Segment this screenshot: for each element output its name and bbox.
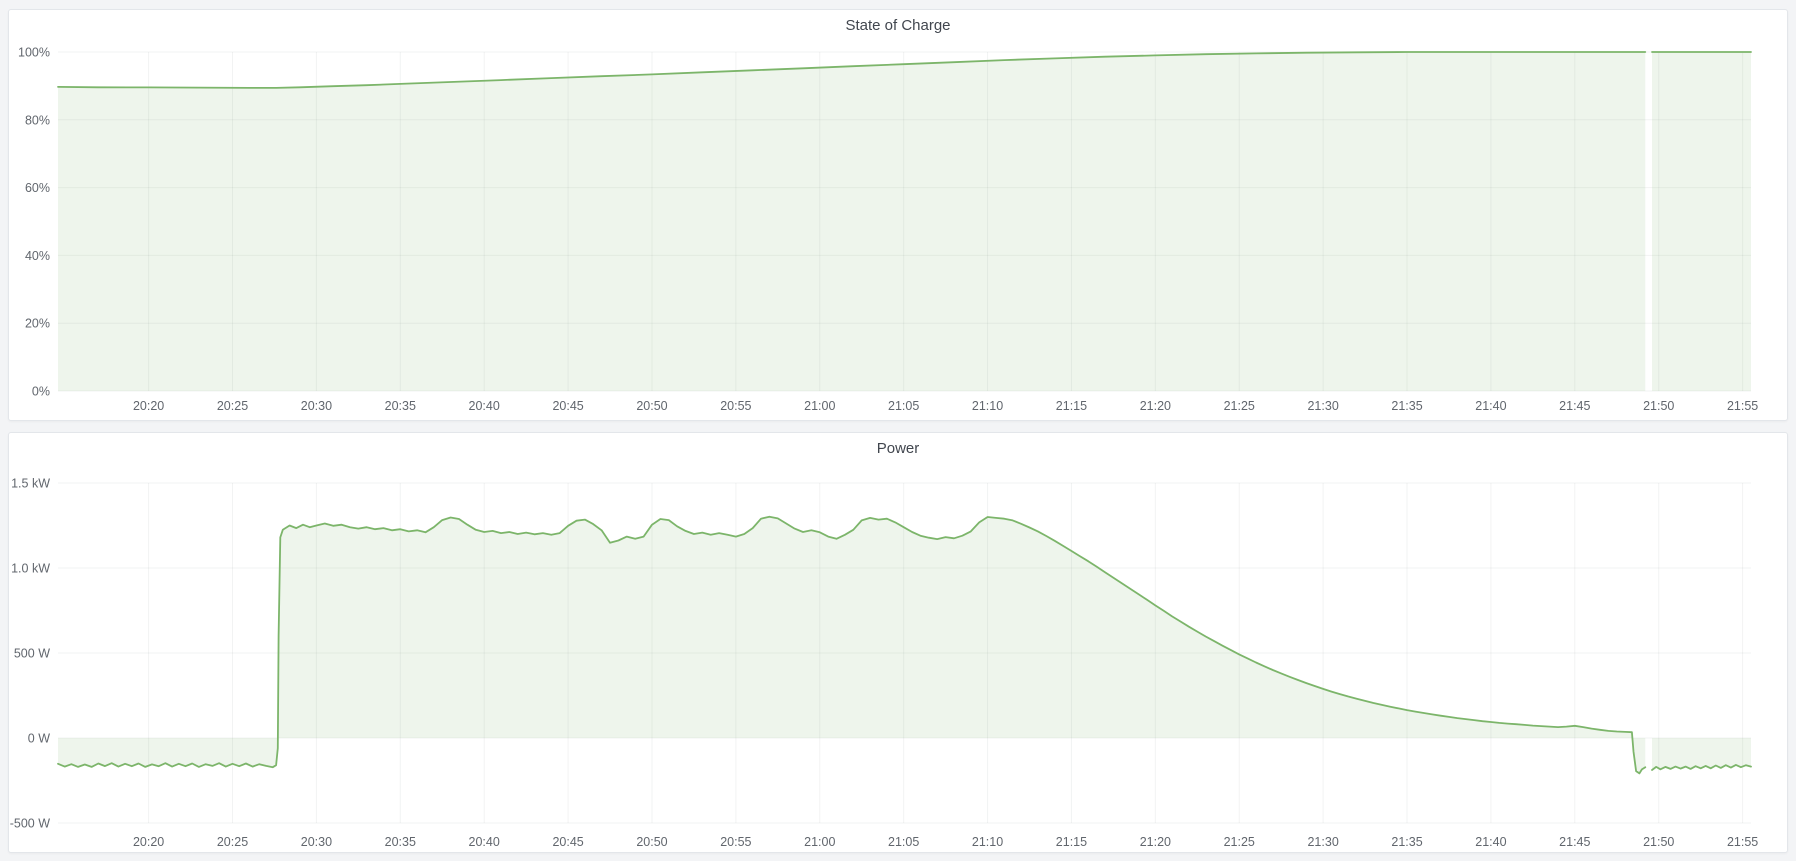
x-tick-label: 21:00 [804,399,835,413]
x-tick-label: 21:50 [1643,399,1674,413]
x-tick-label: 21:25 [1224,835,1255,849]
state-of-charge-chart[interactable]: 20:20 20:25 20:30 20:35 20:40 20:45 20:50 20:55… [9,10,1785,418]
x-tick-label: 21:35 [1391,835,1422,849]
x-tick-label: 20:25 [217,835,248,849]
x-tick-label: 20:40 [469,399,500,413]
y-tick-label: 1.5 kW [11,477,50,491]
x-tick-label: 21:45 [1559,835,1590,849]
x-tick-label: 20:35 [385,399,416,413]
y-tick-label: 80% [25,113,50,127]
x-tick-label: 21:40 [1475,835,1506,849]
panel-title-state-of-charge[interactable]: State of Charge [845,17,951,34]
x-tick-label: 20:25 [217,399,248,413]
x-tick-label: 21:50 [1643,835,1674,849]
y-tick-label: 0 W [28,732,50,746]
x-tick-label: 20:55 [720,399,751,413]
x-tick-label: 21:55 [1727,399,1758,413]
y-tick-label: 100% [18,46,50,60]
x-tick-label: 20:40 [469,835,500,849]
x-tick-label: 20:30 [301,399,332,413]
x-tick-label: 21:20 [1140,399,1171,413]
x-tick-label: 21:30 [1307,399,1338,413]
x-tick-label: 21:15 [1056,835,1087,849]
x-tick-label: 21:10 [972,399,1003,413]
x-tick-label: 20:35 [385,835,416,849]
panel-state-of-charge: State of Charge 20:20 20:25 20:30 20:35 20:4… [8,9,1788,421]
x-tick-label: 21:25 [1224,399,1255,413]
x-tick-label: 20:20 [133,399,164,413]
x-tick-label: 21:55 [1727,835,1758,849]
x-tick-label: 21:10 [972,835,1003,849]
x-tick-label: 21:00 [804,835,835,849]
x-tick-label: 20:20 [133,835,164,849]
y-tick-label: 500 W [14,647,50,661]
x-tick-label: 21:20 [1140,835,1171,849]
x-tick-label: 20:50 [636,399,667,413]
y-tick-label: 20% [25,317,50,331]
x-tick-label: 20:50 [636,835,667,849]
x-tick-label: 21:35 [1391,399,1422,413]
x-tick-label: 20:45 [552,399,583,413]
x-tick-label: 21:45 [1559,399,1590,413]
x-tick-label: 21:15 [1056,399,1087,413]
panel-title-power[interactable]: Power [876,440,920,457]
power-chart[interactable]: 20:20 20:25 20:30 20:35 20:40 20:45 20:50 20:55… [9,433,1785,850]
y-tick-label: 1.0 kW [11,562,50,576]
x-tick-label: 20:55 [720,835,751,849]
x-tick-label: 20:30 [301,835,332,849]
x-tick-label: 21:30 [1307,835,1338,849]
x-tick-label: 21:40 [1475,399,1506,413]
panel-power: Power 20:20 20:25 20:30 20:35 20:40 20:45 20:5… [8,432,1788,853]
y-tick-label: 40% [25,249,50,263]
y-tick-label: 0% [32,385,50,399]
y-tick-label: 60% [25,181,50,195]
y-tick-label: -500 W [10,817,50,831]
x-tick-label: 21:05 [888,835,919,849]
x-tick-label: 20:45 [552,835,583,849]
x-tick-label: 21:05 [888,399,919,413]
